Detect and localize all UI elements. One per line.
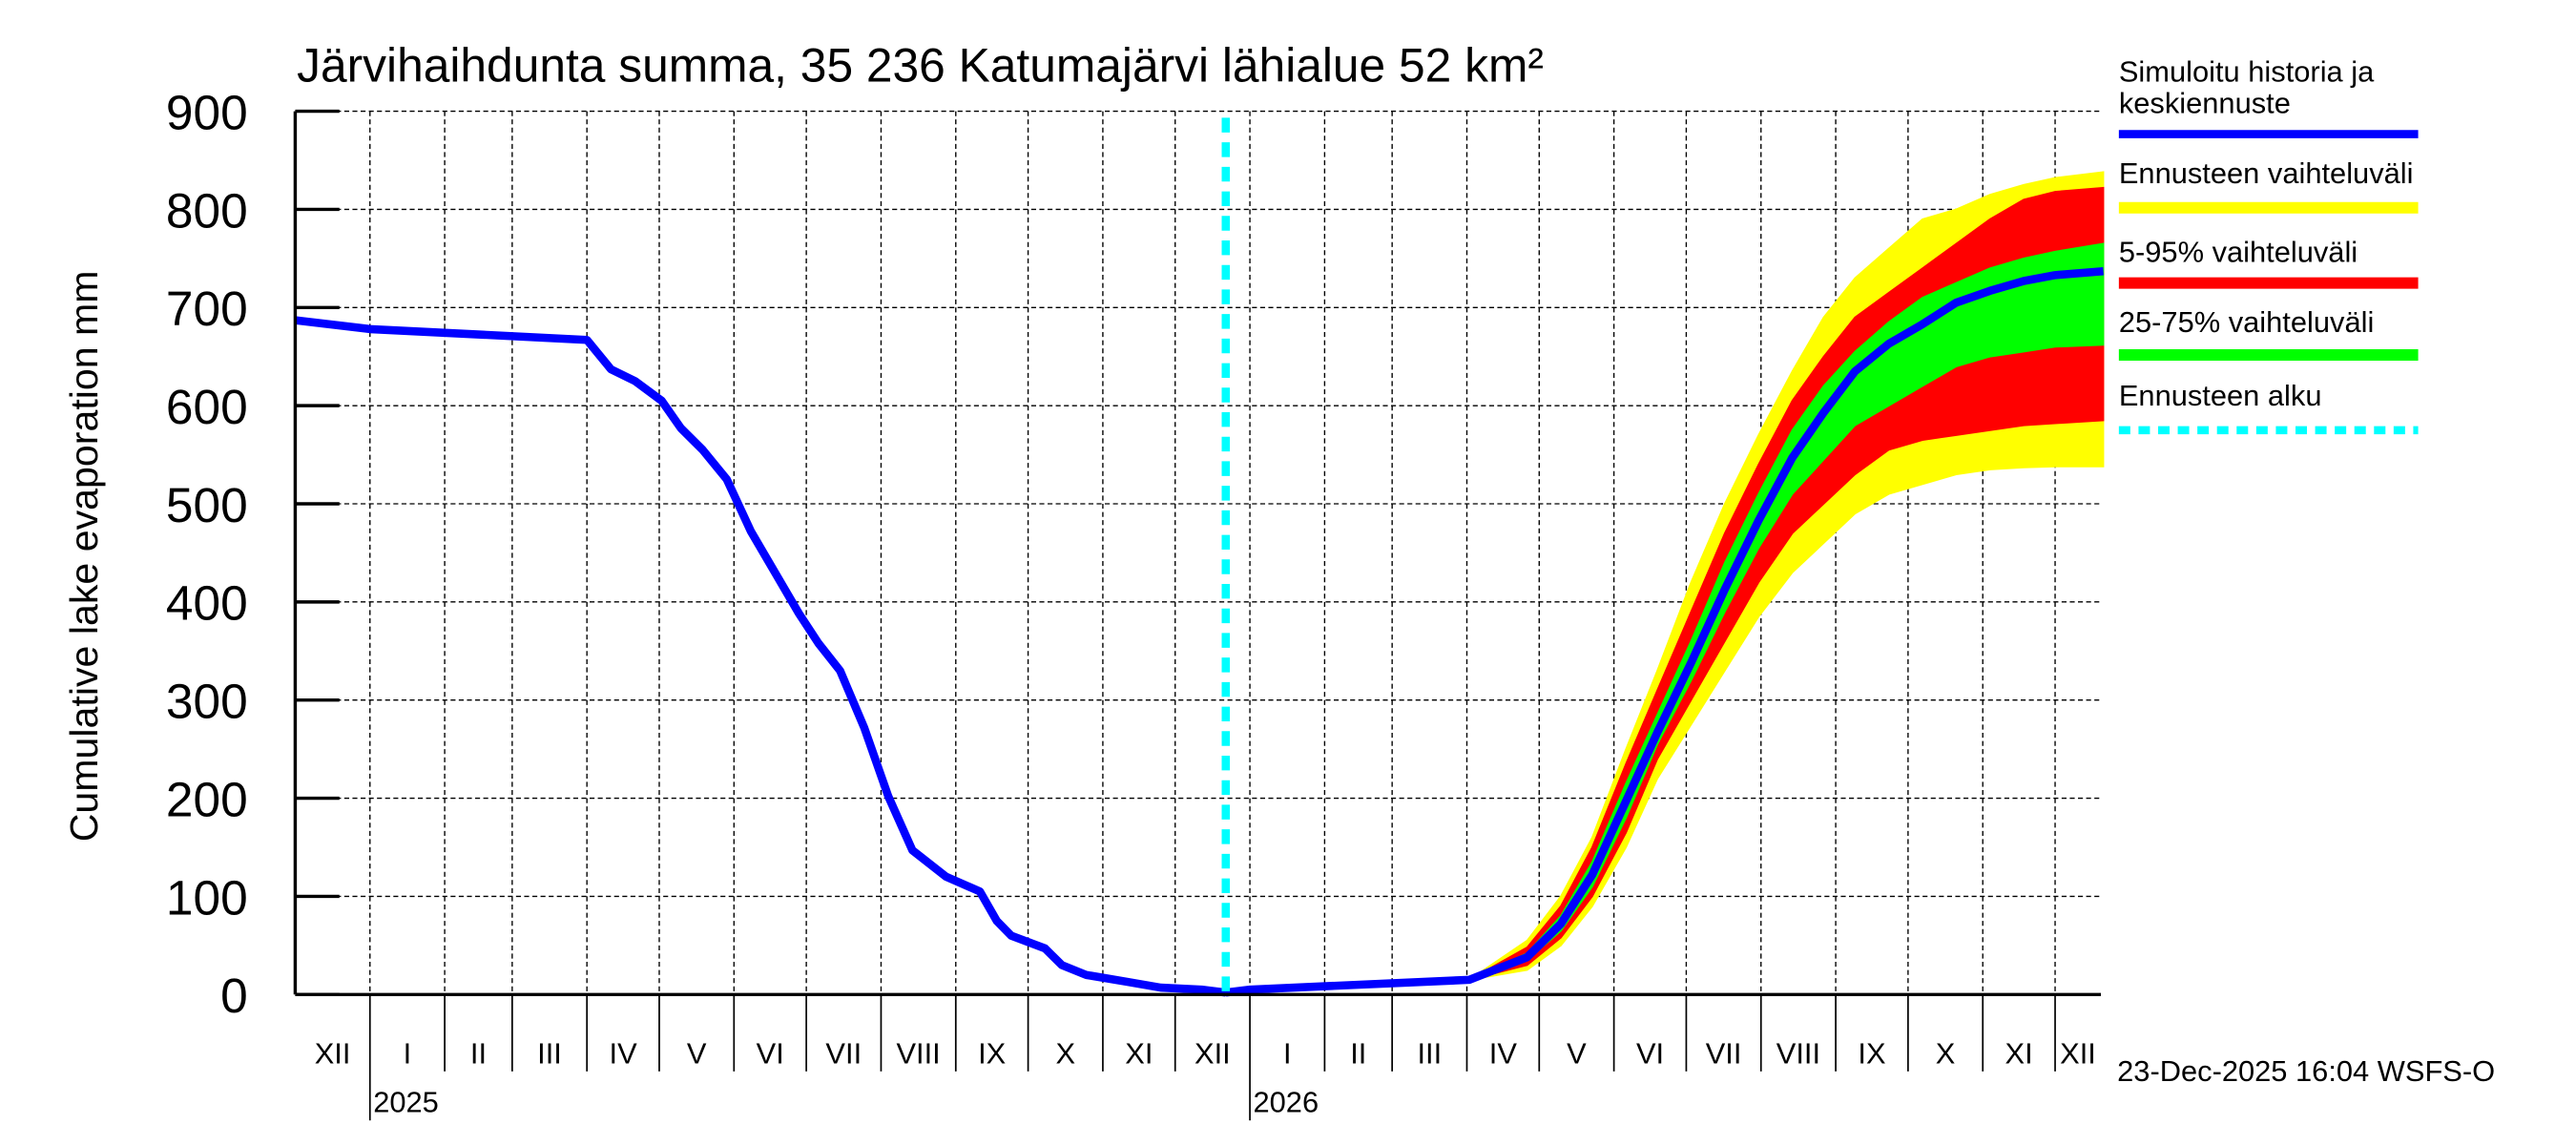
month-label: X [1936, 1036, 1956, 1070]
footer-timestamp: 23-Dec-2025 16:04 WSFS-O [2117, 1054, 2495, 1088]
month-label: I [1283, 1036, 1292, 1070]
month-label: VI [757, 1036, 784, 1070]
month-label: IX [1858, 1036, 1885, 1070]
month-label: IV [1489, 1036, 1518, 1070]
y-tick-label: 800 [166, 182, 248, 238]
legend-label: 5-95% vaihteluväli [2119, 235, 2358, 268]
month-label: I [404, 1036, 412, 1070]
median-forecast-line [1225, 266, 2104, 997]
month-label: VIII [896, 1036, 940, 1070]
y-tick-label: 200 [166, 771, 248, 826]
month-label: V [687, 1036, 707, 1070]
series-lines [294, 117, 2104, 997]
chart-title: Järvihaihdunta summa, 35 236 Katumajärvi… [297, 39, 1544, 93]
grid [295, 110, 2101, 995]
y-tick-label: 900 [166, 84, 248, 139]
y-tick-label: 400 [166, 575, 248, 631]
month-label: V [1567, 1036, 1587, 1070]
year-label: 2026 [1253, 1086, 1319, 1119]
band-25-75 [1225, 242, 2105, 994]
legend-label: 25-75% vaihteluväli [2119, 305, 2374, 339]
legend-label: Ennusteen vaihteluväli [2119, 156, 2414, 190]
month-label: XI [1125, 1036, 1153, 1070]
month-label: XI [2005, 1036, 2033, 1070]
y-tick-label: 0 [220, 968, 248, 1023]
month-label: II [470, 1036, 487, 1070]
legend-label: Simuloitu historia ja [2119, 55, 2375, 89]
month-label: IX [978, 1036, 1006, 1070]
month-label: XII [1195, 1036, 1231, 1070]
y-tick-label: 700 [166, 281, 248, 336]
month-label: II [1350, 1036, 1366, 1070]
legend-label: keskiennuste [2119, 86, 2291, 119]
month-label: VII [1706, 1036, 1742, 1070]
month-label: VIII [1776, 1036, 1820, 1070]
y-tick-label: 600 [166, 379, 248, 434]
month-label: IV [610, 1036, 638, 1070]
y-tick-label: 100 [166, 869, 248, 925]
y-tick-label: 300 [166, 674, 248, 729]
month-label: X [1055, 1036, 1075, 1070]
y-axis-label: Cumulative lake evaporation mm [62, 270, 106, 842]
month-label: XII [315, 1036, 351, 1070]
month-label: VI [1636, 1036, 1664, 1070]
legend-label: Ennusteen alku [2119, 379, 2322, 412]
month-label: III [537, 1036, 562, 1070]
month-label: III [1417, 1036, 1442, 1070]
month-label: VII [825, 1036, 862, 1070]
year-label: 2025 [373, 1086, 439, 1119]
forecast-bands [1225, 171, 2105, 994]
y-tick-label: 500 [166, 477, 248, 532]
month-label: XII [2060, 1036, 2096, 1070]
history-line [294, 316, 1227, 997]
